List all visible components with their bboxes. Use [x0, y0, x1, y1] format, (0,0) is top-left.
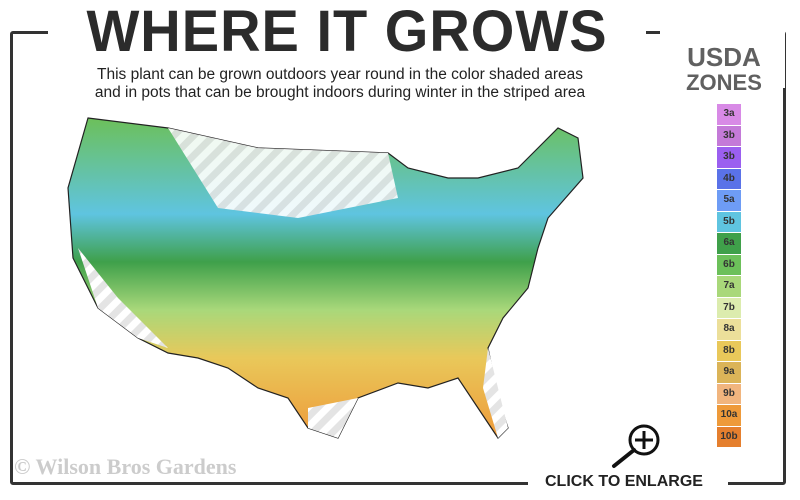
- zone-swatch-4b: 4b: [717, 168, 741, 189]
- legend-title: USDA ZONES: [686, 42, 762, 95]
- zone-swatch-7b: 7b: [717, 297, 741, 318]
- zone-swatch-5a: 5a: [717, 190, 741, 211]
- usda-zone-map[interactable]: [58, 108, 618, 458]
- zone-swatch-6b: 6b: [717, 254, 741, 275]
- zone-swatch-6a: 6a: [717, 233, 741, 254]
- zone-swatch-9b: 9b: [717, 383, 741, 404]
- magnifier-plus-icon[interactable]: [608, 422, 664, 470]
- zone-swatch-3a: 3a: [717, 104, 741, 125]
- zone-swatch-3b: 3b: [717, 147, 741, 168]
- subtitle: This plant can be grown outdoors year ro…: [60, 66, 620, 102]
- copyright-watermark: © Wilson Bros Gardens: [14, 454, 237, 479]
- zone-swatch-10b: 10b: [717, 426, 741, 447]
- zone-swatch-3b: 3b: [717, 125, 741, 146]
- subtitle-line-2: and in pots that can be brought indoors …: [94, 84, 586, 101]
- subtitle-line-1: This plant can be grown outdoors year ro…: [97, 66, 583, 83]
- zone-swatch-5b: 5b: [717, 211, 741, 232]
- click-to-enlarge-button[interactable]: CLICK TO ENLARGE: [545, 473, 703, 490]
- zone-swatch-10a: 10a: [717, 405, 741, 426]
- zone-swatch-8a: 8a: [717, 319, 741, 340]
- zone-swatch-9a: 9a: [717, 362, 741, 383]
- page-title: WHERE IT GROWS: [86, 0, 608, 64]
- zone-swatch-8b: 8b: [717, 340, 741, 361]
- zone-swatch-7a: 7a: [717, 276, 741, 297]
- zone-legend: 3a 3b 3b 4b 5a 5b 6a 6b 7a 7b 8a 8b 9a 9b 10a 10b: [717, 104, 741, 448]
